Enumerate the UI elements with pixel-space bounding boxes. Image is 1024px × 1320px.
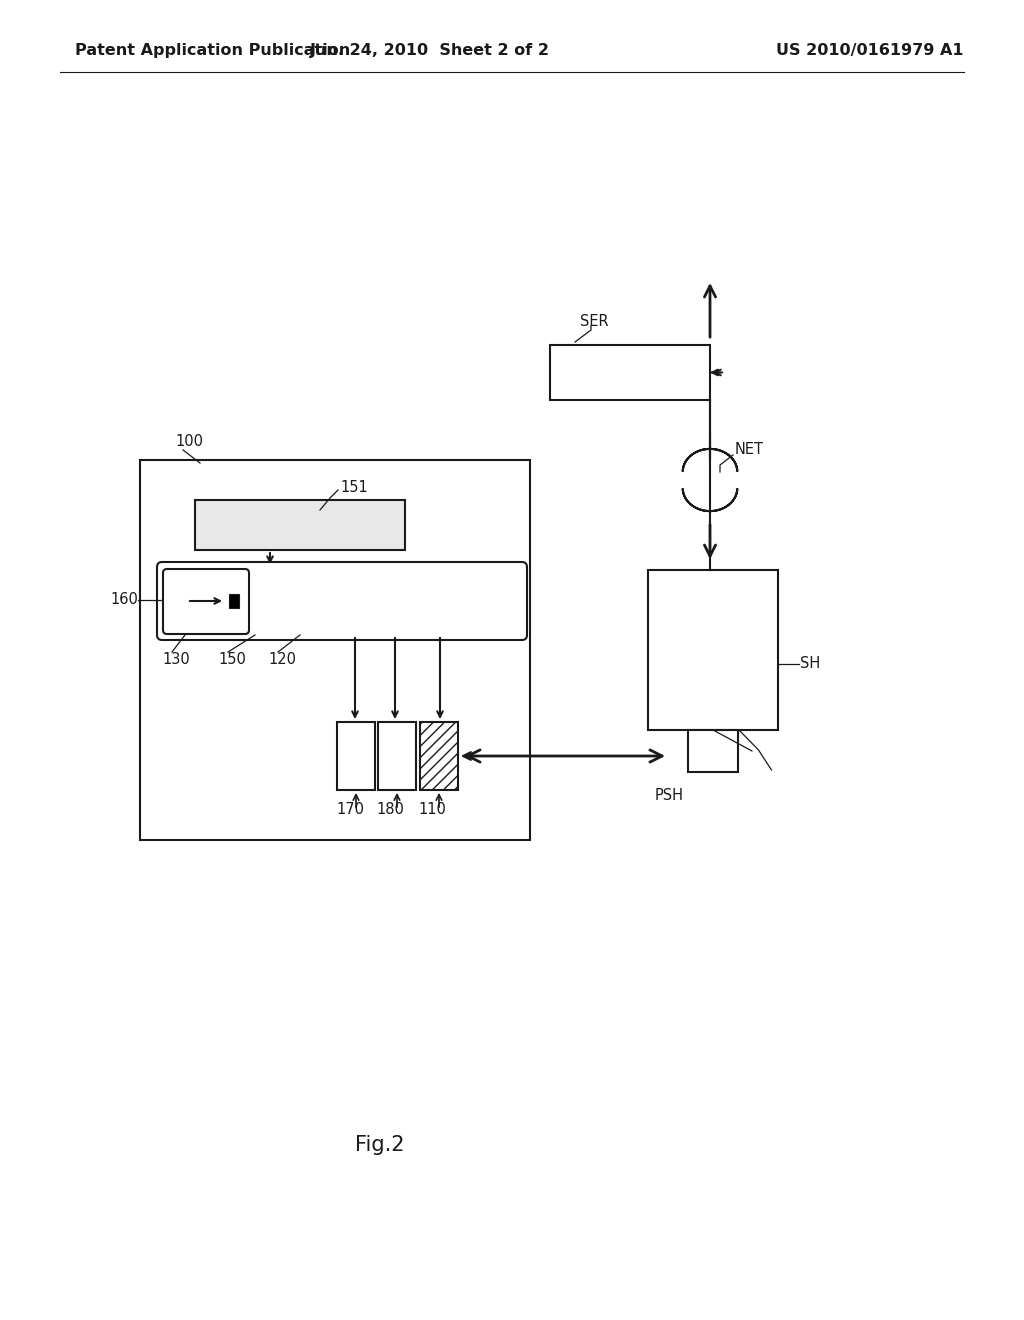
Text: 151: 151 [340,479,368,495]
Polygon shape [683,488,737,511]
Text: SER: SER [580,314,608,330]
Text: 160: 160 [110,593,138,607]
Bar [140,459,530,840]
Bar [550,345,710,400]
Text: Jun. 24, 2010  Sheet 2 of 2: Jun. 24, 2010 Sheet 2 of 2 [310,42,550,58]
Bar [195,500,406,550]
Bar [688,730,738,772]
Bar [420,722,458,789]
Text: PSH: PSH [655,788,684,803]
Bar [337,722,375,789]
Polygon shape [683,449,737,471]
Bar [229,594,239,609]
Text: 150: 150 [218,652,246,668]
Bar [378,722,416,789]
Text: Fig.2: Fig.2 [355,1135,404,1155]
Text: Patent Application Publication: Patent Application Publication [75,42,350,58]
Text: 120: 120 [268,652,296,668]
Text: 100: 100 [175,434,203,450]
FancyBboxPatch shape [163,569,249,634]
Text: 110: 110 [418,803,445,817]
Text: 170: 170 [336,803,364,817]
Bar [648,570,778,730]
Text: 130: 130 [162,652,189,668]
Text: SH: SH [800,656,820,672]
Text: NET: NET [735,442,764,458]
FancyBboxPatch shape [157,562,527,640]
Text: US 2010/0161979 A1: US 2010/0161979 A1 [776,42,964,58]
Text: 180: 180 [376,803,403,817]
